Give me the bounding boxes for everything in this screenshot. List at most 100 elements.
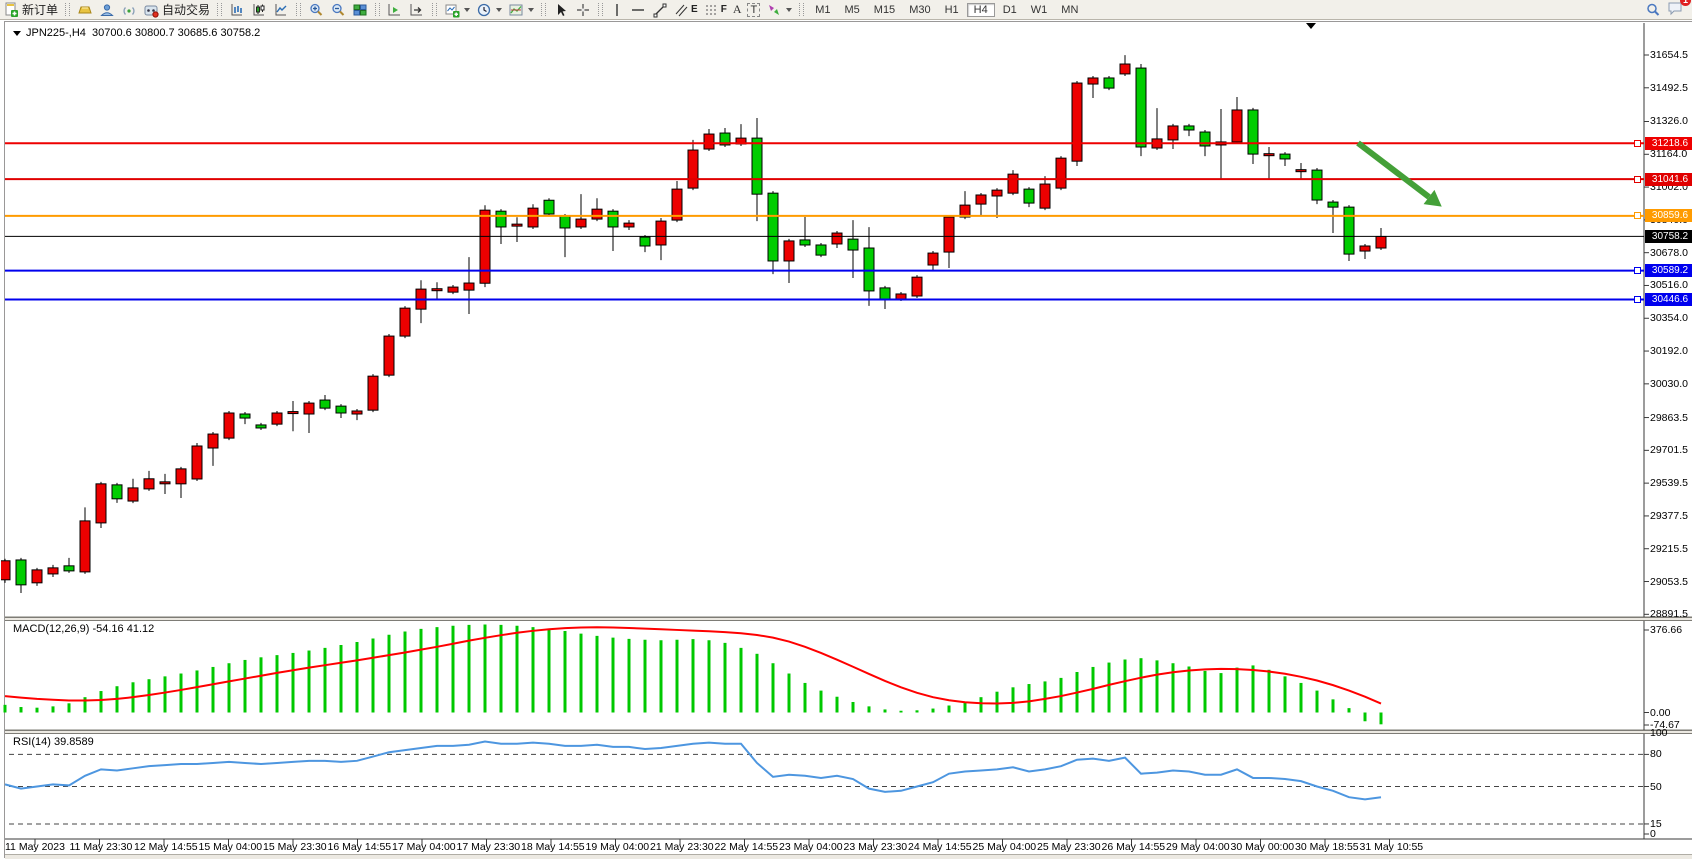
dropdown-caret: [528, 7, 535, 12]
autoscroll-button[interactable]: [384, 1, 406, 18]
fibonacci-letter: F: [720, 4, 727, 15]
timeframe-M15[interactable]: M15: [873, 3, 896, 16]
autotrade-button[interactable]: 自动交易: [140, 1, 213, 18]
candle: [1343, 206, 1355, 255]
timeframe-D1[interactable]: D1: [1002, 3, 1017, 16]
price-axis-label: 29215.5: [1650, 542, 1688, 555]
level-drag-handle[interactable]: [1634, 212, 1641, 220]
candle: [959, 204, 971, 218]
crosshair-icon: [577, 3, 590, 16]
price-level-badge: 30758.2: [1645, 229, 1692, 243]
level-drag-handle[interactable]: [1634, 296, 1641, 303]
date-axis-label: 21 May 23:30: [650, 841, 714, 853]
line-chart-button[interactable]: [270, 1, 292, 18]
timeframe-M30[interactable]: M30: [909, 3, 931, 16]
date-axis-label: 23 May 23:30: [843, 841, 908, 853]
candle: [335, 405, 347, 414]
candle: [639, 236, 651, 247]
toolbar-grip: [541, 3, 547, 16]
cursor-button[interactable]: [550, 1, 572, 18]
candle: [543, 199, 555, 215]
candle: [399, 307, 411, 337]
candle: [1295, 169, 1307, 173]
level-drag-handle[interactable]: [1634, 267, 1641, 275]
date-axis-label: 12 May 14:55: [134, 841, 198, 853]
crosshair-button[interactable]: [572, 1, 594, 18]
bar-chart-button[interactable]: [226, 1, 248, 18]
macd-axis-label: -74.67: [1650, 719, 1680, 731]
price-axis-label: 29863.5: [1650, 411, 1688, 424]
trendline-button[interactable]: [649, 1, 671, 18]
candles: [1, 55, 1387, 593]
period-dropdown[interactable]: [473, 1, 505, 18]
candle: [1279, 153, 1291, 160]
timeframe-MN[interactable]: MN: [1061, 3, 1079, 16]
fibonacci-button[interactable]: F: [701, 1, 730, 18]
candle: [879, 287, 891, 300]
candle: [1311, 169, 1323, 201]
label-button[interactable]: T: [744, 1, 763, 18]
timeframe-M5[interactable]: M5: [844, 3, 860, 16]
line-chart-icon: [275, 3, 287, 15]
level-drag-handle[interactable]: [1634, 139, 1641, 147]
timeframe-H4[interactable]: H4: [966, 2, 995, 17]
timeframe-W1[interactable]: W1: [1030, 3, 1048, 16]
candle: [223, 412, 235, 439]
new-order-button[interactable]: 新订单: [0, 1, 61, 18]
zoom-in-icon: [310, 3, 323, 16]
tile-windows-icon: [353, 4, 367, 15]
community-button[interactable]: [96, 1, 118, 18]
date-axis-label: 26 May 14:55: [1101, 841, 1166, 853]
price-axis-label: 29539.5: [1650, 477, 1688, 490]
rsi-line: [4, 740, 1382, 801]
pane-splitter[interactable]: [5, 617, 1692, 621]
price-axis-label: 30516.0: [1650, 279, 1688, 292]
date-axis-label: 24 May 14:55: [908, 841, 972, 853]
candle: [351, 410, 363, 415]
timeframe-M1[interactable]: M1: [815, 3, 831, 16]
notifications-button[interactable]: 1: [1667, 0, 1691, 19]
candlestick-button[interactable]: [248, 1, 270, 18]
gold-button[interactable]: [74, 1, 96, 18]
macd-axis-label: 376.66: [1650, 624, 1683, 636]
shapes-dropdown[interactable]: [763, 1, 795, 18]
gold-icon: [78, 6, 92, 13]
date-axis-label: 25 May 23:30: [1037, 841, 1101, 853]
dropdown-caret: [496, 7, 503, 12]
zoom-out-button[interactable]: [327, 1, 349, 18]
search-icon[interactable]: [1645, 2, 1661, 18]
price-level-badge: 31218.6: [1645, 136, 1692, 150]
candle: [479, 209, 491, 284]
scroll-to-end-marker[interactable]: [1306, 23, 1316, 29]
rsi-axis-label: 0: [1650, 828, 1656, 840]
channel-letter: E: [691, 4, 698, 15]
candle: [799, 239, 811, 246]
pane-splitter[interactable]: [5, 730, 1692, 734]
template-icon: [509, 4, 523, 15]
channel-button[interactable]: E: [671, 1, 701, 18]
new-chart-dropdown[interactable]: [441, 1, 473, 18]
rsi-axis-label: 100: [1650, 727, 1668, 739]
price-axis-label: 29377.5: [1650, 509, 1688, 522]
chart-shift-button[interactable]: [406, 1, 428, 18]
level-drag-handle[interactable]: [1634, 175, 1641, 183]
candle: [1167, 125, 1179, 141]
collapse-triangle-icon[interactable]: [13, 31, 21, 36]
candle: [271, 412, 283, 425]
candle: [1327, 201, 1339, 208]
tile-windows-button[interactable]: [349, 1, 371, 18]
text-button[interactable]: A: [730, 1, 745, 18]
timeframe-H1[interactable]: H1: [944, 3, 959, 16]
candle: [447, 286, 459, 293]
horizontal-line-button[interactable]: [627, 1, 649, 18]
candle: [1199, 131, 1211, 147]
candle: [591, 208, 603, 220]
template-dropdown[interactable]: [505, 1, 537, 18]
annotation-arrow[interactable]: [1356, 140, 1431, 200]
candle: [463, 282, 475, 291]
signals-button[interactable]: [118, 1, 140, 18]
candle: [1055, 157, 1067, 189]
zoom-in-button[interactable]: [305, 1, 327, 18]
vertical-line-button[interactable]: [607, 1, 627, 18]
